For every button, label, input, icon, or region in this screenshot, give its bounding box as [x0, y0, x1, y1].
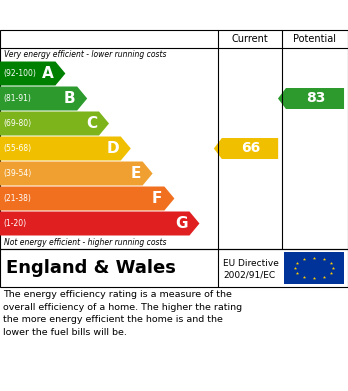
Polygon shape — [0, 212, 199, 235]
Polygon shape — [278, 88, 344, 109]
Text: (21-38): (21-38) — [3, 194, 31, 203]
Polygon shape — [0, 187, 174, 210]
Text: Current: Current — [232, 34, 268, 44]
Text: (1-20): (1-20) — [3, 219, 26, 228]
Polygon shape — [214, 138, 278, 159]
Polygon shape — [0, 111, 109, 136]
Text: A: A — [42, 66, 53, 81]
Text: D: D — [106, 141, 119, 156]
Text: C: C — [86, 116, 97, 131]
Text: F: F — [152, 191, 163, 206]
Text: G: G — [175, 216, 188, 231]
Text: 83: 83 — [306, 91, 326, 106]
Polygon shape — [0, 136, 131, 160]
Text: EU Directive: EU Directive — [223, 259, 279, 268]
Text: E: E — [130, 166, 141, 181]
Text: England & Wales: England & Wales — [6, 259, 176, 277]
Text: 2002/91/EC: 2002/91/EC — [223, 270, 275, 279]
Text: Very energy efficient - lower running costs: Very energy efficient - lower running co… — [4, 50, 166, 59]
Text: (92-100): (92-100) — [3, 69, 36, 78]
Text: (69-80): (69-80) — [3, 119, 31, 128]
Polygon shape — [0, 61, 65, 86]
Bar — [284, 252, 344, 284]
Text: The energy efficiency rating is a measure of the
overall efficiency of a home. T: The energy efficiency rating is a measur… — [3, 290, 243, 337]
Polygon shape — [0, 161, 153, 185]
Text: B: B — [64, 91, 75, 106]
Polygon shape — [0, 86, 87, 111]
Text: Potential: Potential — [293, 34, 337, 44]
Text: Energy Efficiency Rating: Energy Efficiency Rating — [8, 7, 218, 23]
Text: (55-68): (55-68) — [3, 144, 31, 153]
Text: 66: 66 — [242, 142, 261, 156]
Text: (39-54): (39-54) — [3, 169, 31, 178]
Text: (81-91): (81-91) — [3, 94, 31, 103]
Text: Not energy efficient - higher running costs: Not energy efficient - higher running co… — [4, 238, 166, 247]
